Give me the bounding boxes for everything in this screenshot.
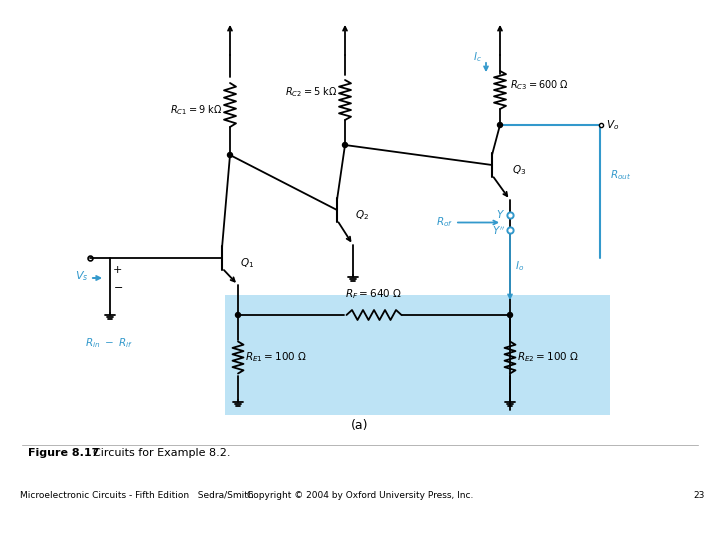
- Text: $I_c$: $I_c$: [473, 50, 482, 64]
- Text: (a): (a): [351, 418, 369, 431]
- Text: $R_{E1} = 100\ \Omega$: $R_{E1} = 100\ \Omega$: [245, 350, 307, 365]
- Circle shape: [228, 152, 233, 158]
- Text: $Q_2$: $Q_2$: [355, 208, 369, 222]
- Text: $R_{in}\ -\ R_{if}$: $R_{in}\ -\ R_{if}$: [85, 336, 133, 350]
- Text: $Y$: $Y$: [496, 208, 505, 220]
- Text: $R_{C1} = 9\ \mathrm{k}\Omega$: $R_{C1} = 9\ \mathrm{k}\Omega$: [170, 103, 222, 117]
- Text: $-$: $-$: [113, 281, 123, 291]
- Text: $R_{out}$: $R_{out}$: [610, 168, 631, 182]
- Circle shape: [498, 123, 503, 127]
- Bar: [225, 295, 610, 415]
- Circle shape: [343, 143, 348, 147]
- Text: $V_o$: $V_o$: [606, 118, 619, 132]
- Text: $Y''$: $Y''$: [492, 225, 505, 237]
- Text: $R_{C3} = 600\ \Omega$: $R_{C3} = 600\ \Omega$: [510, 78, 569, 92]
- Text: $Q_1$: $Q_1$: [240, 256, 254, 270]
- Text: Microelectronic Circuits - Fifth Edition   Sedra/Smith: Microelectronic Circuits - Fifth Edition…: [20, 490, 253, 500]
- Text: Figure 8.17: Figure 8.17: [28, 448, 99, 458]
- Text: $R_{C2} = 5\ \mathrm{k}\Omega$: $R_{C2} = 5\ \mathrm{k}\Omega$: [285, 85, 337, 99]
- Text: $R_{of}$: $R_{of}$: [436, 215, 453, 230]
- Text: 23: 23: [693, 490, 705, 500]
- Text: Copyright © 2004 by Oxford University Press, Inc.: Copyright © 2004 by Oxford University Pr…: [247, 490, 473, 500]
- Text: $Q_3$: $Q_3$: [512, 163, 526, 177]
- Text: Circuits for Example 8.2.: Circuits for Example 8.2.: [86, 448, 230, 458]
- Text: +: +: [113, 265, 122, 275]
- Text: $R_F = 640\ \Omega$: $R_F = 640\ \Omega$: [346, 287, 402, 301]
- Text: $R_{E2} = 100\ \Omega$: $R_{E2} = 100\ \Omega$: [517, 350, 579, 365]
- Text: $I_o$: $I_o$: [515, 260, 524, 273]
- Circle shape: [235, 313, 240, 318]
- Circle shape: [508, 313, 513, 318]
- Text: $V_s$: $V_s$: [74, 269, 88, 283]
